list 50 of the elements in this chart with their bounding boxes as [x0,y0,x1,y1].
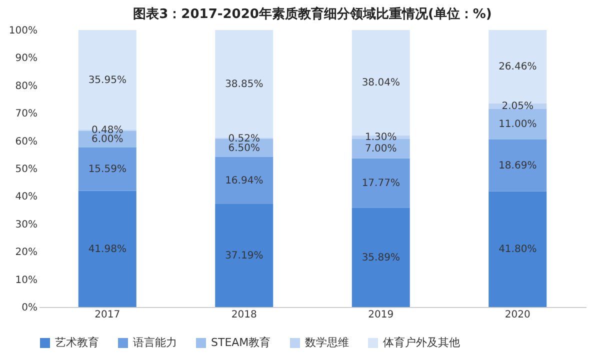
chart-title: 图表3：2017-2020年素质教育细分领域比重情况(单位：%) [133,6,492,22]
legend-label: STEAM教育 [211,336,271,349]
data-label: 41.98% [88,244,126,255]
y-tick-label: 90% [15,53,38,64]
data-label: 15.59% [88,164,126,176]
data-label: 38.85% [225,78,264,90]
data-label: 35.89% [362,252,400,264]
y-tick-label: 20% [15,247,38,258]
data-label: 1.30% [364,132,397,144]
bar [78,148,136,191]
legend-label: 艺术教育 [55,336,99,349]
data-label: 6.50% [228,143,260,154]
data-label: 11.00% [498,119,537,130]
bar [215,157,274,204]
legend-label: 数学思维 [305,336,349,349]
data-label: 7.00% [364,144,397,155]
x-tick-label: 2018 [231,310,257,320]
data-label: 38.04% [362,78,400,89]
data-label: 0.52% [228,133,260,144]
bar [488,30,547,104]
y-tick-label: 100% [8,26,38,36]
x-tick-label: 2020 [504,310,530,320]
data-label: 6.00% [91,134,124,146]
data-label: 41.80% [498,244,537,256]
bar [488,108,547,140]
data-label: 35.95% [88,74,126,86]
y-tick-label: 60% [15,136,38,148]
bar [488,191,547,307]
data-label: 26.46% [498,62,537,73]
bar [78,190,136,307]
y-tick-label: 10% [15,274,38,286]
y-tick-label: 0% [22,302,38,314]
bar [352,208,410,307]
y-tick-label: 70% [15,108,38,120]
legend-label: 语言能力 [133,336,177,349]
y-tick-label: 30% [15,219,38,230]
bar [352,158,410,208]
bar [215,204,274,307]
data-label: 37.19% [225,250,264,262]
data-label: 17.77% [362,178,400,189]
x-tick-label: 2019 [368,310,394,320]
y-tick-label: 40% [15,192,38,203]
y-tick-label: 80% [15,80,38,92]
data-label: 18.69% [498,160,537,172]
data-label: 2.05% [502,101,534,112]
legend-label: 体育户外及其他 [383,336,460,349]
y-tick-label: 50% [15,164,38,175]
bar [488,139,547,192]
x-tick-label: 2017 [94,310,120,320]
data-label: 16.94% [225,176,264,187]
